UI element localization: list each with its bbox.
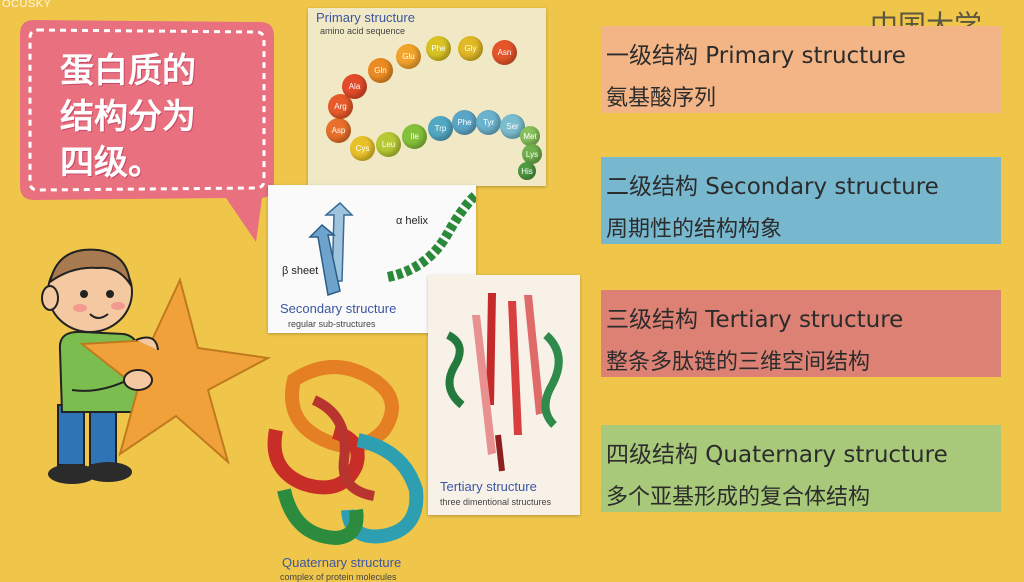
amino-acid-bead: Phe — [452, 110, 477, 135]
amino-acid-bead: Asp — [326, 118, 351, 143]
panel-description: 氨基酸序列 — [606, 86, 717, 111]
amino-acid-bead: Cys — [350, 136, 375, 161]
quaternary-structure-figure — [267, 360, 424, 546]
amino-acid-bead: Lys — [522, 144, 542, 164]
tertiary-structure-title: Tertiary structure — [440, 479, 537, 494]
primary-structure-subtitle: amino acid sequence — [320, 26, 406, 36]
amino-acid-bead: His — [518, 162, 536, 180]
panel-title: 一级结构 Primary structure — [606, 43, 906, 69]
panel-title: 二级结构 Secondary structure — [606, 174, 939, 200]
bubble-heading: 蛋白质的 结构分为 四级。 — [60, 51, 196, 183]
primary-structure-panel: 一级结构 Primary structure 氨基酸序列 — [601, 26, 1001, 113]
amino-acid-bead: Gly — [458, 36, 483, 61]
panel-title: 三级结构 Tertiary structure — [606, 307, 904, 333]
secondary-structure-panel: 二级结构 Secondary structure 周期性的结构构象 — [601, 157, 1001, 244]
amino-acid-bead: Asn — [492, 40, 517, 65]
primary-structure-title: Primary structure — [316, 10, 415, 25]
amino-acid-bead: Tyr — [476, 110, 501, 135]
amino-acid-bead: Ile — [402, 124, 427, 149]
alpha-helix-label: α helix — [396, 215, 429, 227]
amino-acid-bead: Phe — [426, 36, 451, 61]
boy-with-star-illustration — [41, 248, 272, 484]
speech-bubble: 蛋白质的 结构分为 四级。 — [12, 14, 282, 244]
panel-title: 四级结构 Quaternary structure — [606, 442, 948, 468]
beta-sheet-label: β sheet — [282, 265, 319, 277]
secondary-structure-subtitle: regular sub-structures — [288, 319, 376, 329]
amino-acid-bead: Ala — [342, 74, 367, 99]
panel-description: 多个亚基形成的复合体结构 — [606, 485, 871, 510]
quaternary-structure-subtitle: complex of protein molecules — [280, 572, 397, 582]
primary-structure-figure: Primary structure amino acid sequence As… — [308, 8, 546, 186]
secondary-structure-title: Secondary structure — [280, 301, 397, 316]
tertiary-structure-subtitle: three dimentional structures — [440, 497, 552, 507]
tertiary-structure-figure: Tertiary structure three dimentional str… — [428, 275, 580, 515]
tertiary-structure-panel: 三级结构 Tertiary structure 整条多肽链的三维空间结构 — [601, 290, 1001, 377]
amino-acid-bead: Arg — [328, 94, 353, 119]
panel-description: 整条多肽链的三维空间结构 — [606, 350, 871, 375]
quaternary-structure-title: Quaternary structure — [282, 555, 402, 570]
watermark-text: OCUSKY — [2, 0, 52, 10]
amino-acid-bead: Glu — [396, 44, 421, 69]
amino-acid-bead: Met — [520, 126, 540, 146]
panel-description: 周期性的结构构象 — [606, 217, 783, 242]
amino-acid-bead: Leu — [376, 132, 401, 157]
amino-acid-bead: Trp — [428, 116, 453, 141]
quaternary-structure-panel: 四级结构 Quaternary structure 多个亚基形成的复合体结构 — [601, 425, 1001, 512]
amino-acid-bead: Gln — [368, 58, 393, 83]
